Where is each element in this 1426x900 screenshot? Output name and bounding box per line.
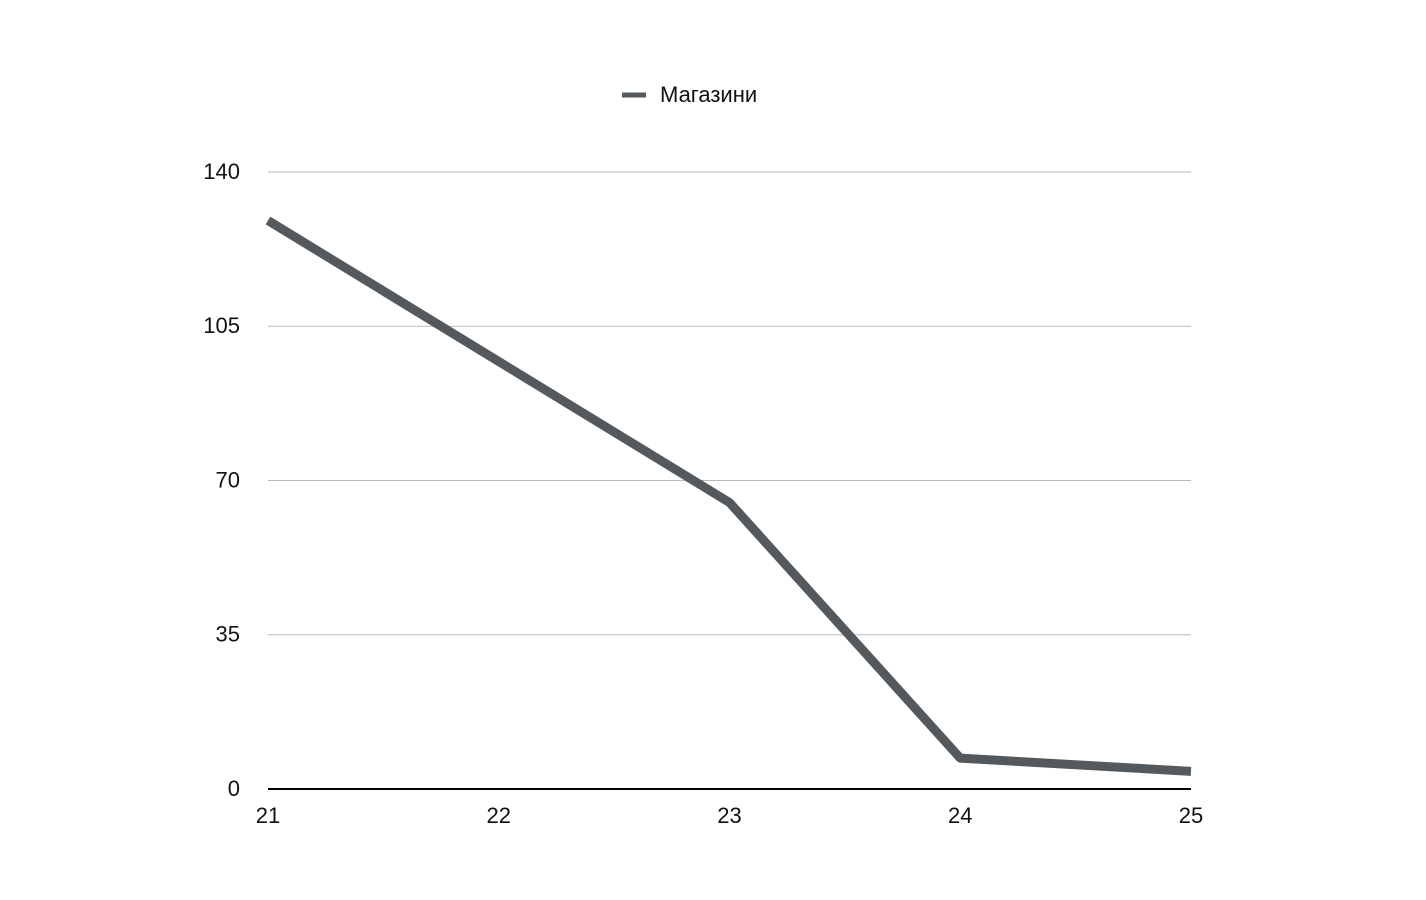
x-tick-label: 21	[256, 803, 280, 828]
y-tick-label: 140	[203, 159, 240, 184]
series-line	[265, 216, 1192, 776]
legend-label: Магазини	[660, 82, 757, 107]
x-tick-label: 24	[948, 803, 972, 828]
y-tick-label: 0	[228, 776, 240, 801]
x-tick-label: 23	[717, 803, 741, 828]
y-tick-label: 105	[203, 313, 240, 338]
y-tick-label: 70	[216, 467, 240, 492]
y-tick-label: 35	[216, 622, 240, 647]
x-tick-label: 22	[487, 803, 511, 828]
x-tick-label: 25	[1179, 803, 1203, 828]
